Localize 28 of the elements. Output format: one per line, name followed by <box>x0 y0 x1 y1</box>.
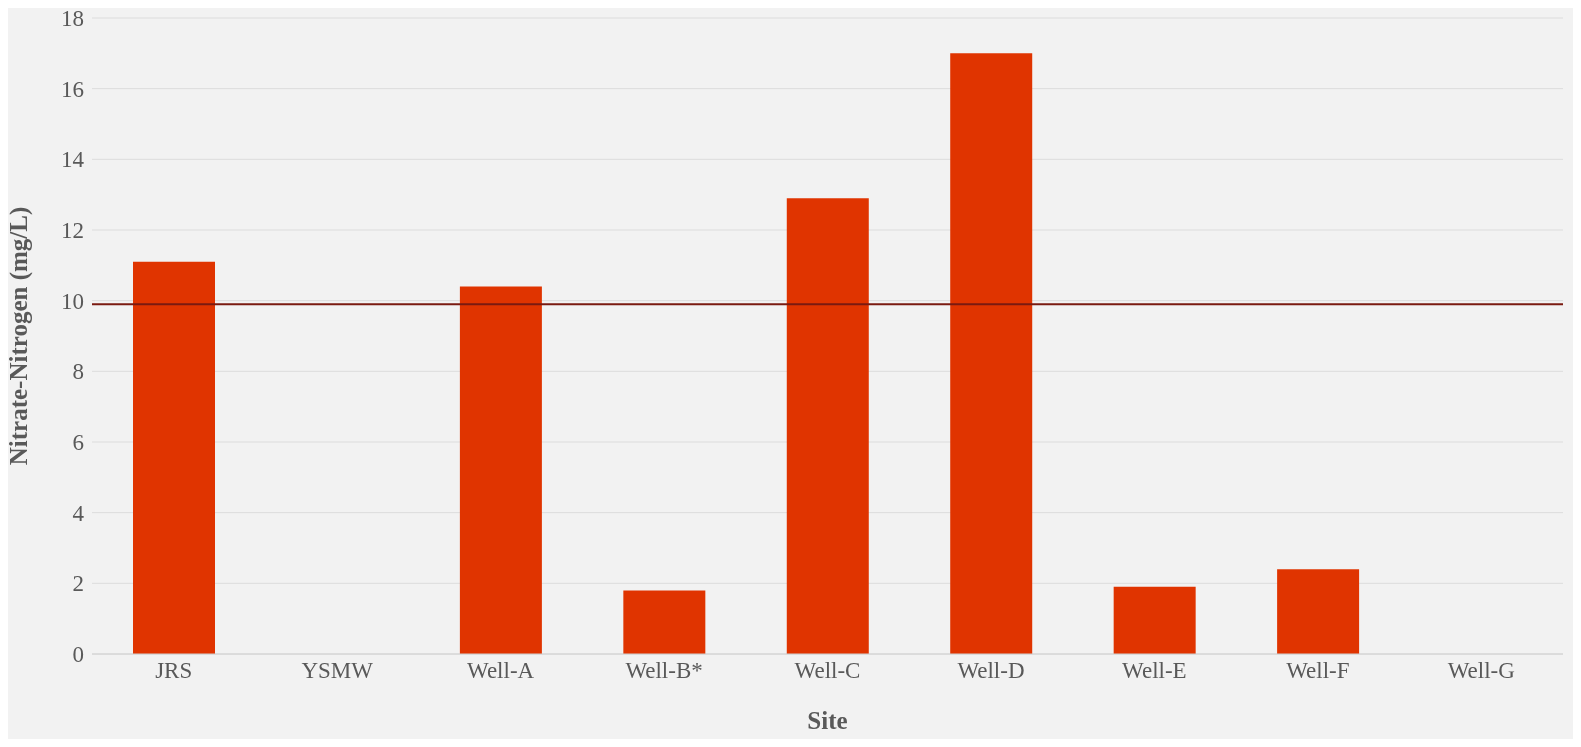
y-tick-label: 10 <box>61 288 84 314</box>
x-tick-label: Well-E <box>1122 658 1187 684</box>
y-tick-label: 12 <box>61 218 84 244</box>
bar <box>1113 586 1196 654</box>
y-tick-label: 0 <box>72 642 84 668</box>
bar <box>786 198 869 654</box>
bar <box>950 53 1033 654</box>
y-tick-label: 6 <box>72 430 84 456</box>
x-tick-label: Well-A <box>467 658 535 684</box>
x-tick-label: Well-C <box>794 658 861 684</box>
x-tick-label: Well-F <box>1286 658 1350 684</box>
y-tick-label: 18 <box>61 6 84 32</box>
x-axis-title: Site <box>807 707 848 734</box>
y-tick-label: 2 <box>72 571 84 597</box>
x-tick-label: Well-G <box>1447 658 1515 684</box>
x-tick-label: YSMW <box>301 658 374 684</box>
bar <box>1277 569 1360 654</box>
y-tick-label: 8 <box>72 359 84 385</box>
bar <box>133 261 215 654</box>
x-tick-label: Well-B* <box>625 658 703 684</box>
y-axis-title: Nitrate-Nitrogen (mg/L) <box>4 206 33 466</box>
y-tick-label: 16 <box>61 76 84 102</box>
y-tick-label: 14 <box>61 147 85 173</box>
x-tick-label: Well-D <box>957 658 1025 684</box>
bar <box>623 590 706 654</box>
x-tick-label: JRS <box>155 658 193 684</box>
y-tick-label: 4 <box>72 500 85 526</box>
bar <box>459 286 542 654</box>
